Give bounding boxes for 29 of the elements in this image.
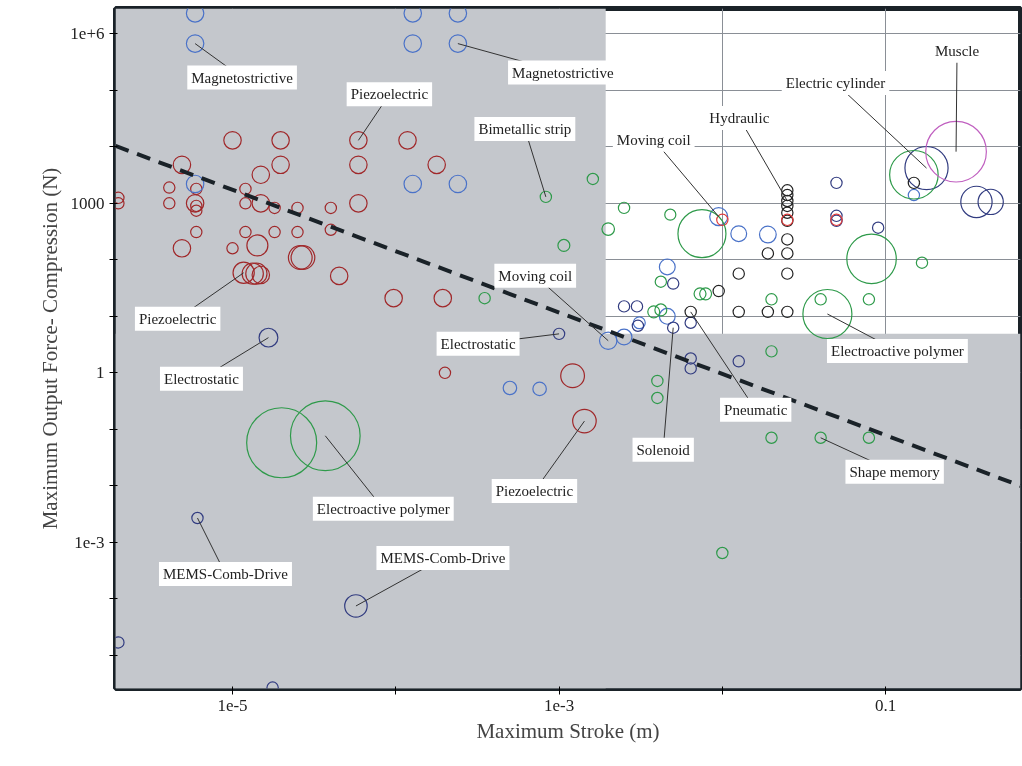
y-tick-label: 1 <box>96 363 105 383</box>
annotation: Pneumatic <box>724 401 788 418</box>
y-tick-label: 1e-3 <box>74 532 105 552</box>
annotation: Moving coil <box>616 131 691 148</box>
annotation: Magnetostrictive <box>191 69 294 86</box>
annotation: Bimetallic strip <box>478 120 572 137</box>
annotation: Piezoelectric <box>495 483 574 500</box>
x-tick-label: 0.1 <box>875 695 897 715</box>
annotation: Electrostatic <box>163 370 240 387</box>
annotation: MEMS-Comb-Drive <box>162 566 289 583</box>
annotation: Electrostatic <box>440 335 516 352</box>
y-tick-label: 1e+6 <box>70 24 105 44</box>
annotation: Piezoelectric <box>350 86 429 103</box>
annotation: Shape memory <box>849 463 941 480</box>
annotation: Solenoid <box>636 441 691 458</box>
x-tick-label: 1e-3 <box>543 695 575 715</box>
annotation: MEMS-Comb-Drive <box>380 549 506 566</box>
annotation: Electric cylinder <box>785 75 886 92</box>
annotation: Electroactive polymer <box>316 500 450 517</box>
annotation: Muscle <box>934 42 980 59</box>
y-tick-label: 1000 <box>70 193 105 213</box>
annotation: Electroactive polymer <box>830 343 964 360</box>
annotation: Magnetostrictive <box>512 64 615 81</box>
annotation: Hydraulic <box>709 109 770 126</box>
annotation: Moving coil <box>498 267 573 284</box>
x-tick-label: 1e-5 <box>217 695 248 715</box>
x-axis-title: Maximum Stroke (m) <box>476 718 660 743</box>
annotation: Piezoelectric <box>138 310 217 327</box>
y-axis-title: Maximum Output Force- Compression (N) <box>38 167 63 530</box>
